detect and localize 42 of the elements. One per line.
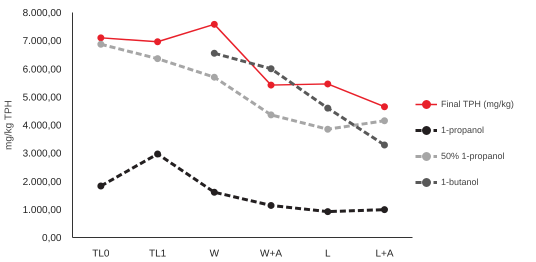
point bbox=[210, 20, 218, 28]
point bbox=[324, 208, 332, 216]
y-tick-label: 4.000,00 bbox=[22, 120, 62, 132]
point bbox=[154, 150, 162, 158]
point bbox=[268, 202, 275, 209]
point bbox=[154, 55, 162, 62]
y-tick-label: 7.000,00 bbox=[22, 36, 62, 48]
point bbox=[97, 40, 104, 48]
point bbox=[97, 182, 104, 190]
x-tick-label: W+A bbox=[260, 248, 282, 260]
y-tick-label: 6.000,00 bbox=[22, 64, 62, 76]
point bbox=[97, 34, 104, 42]
x-tick-label: L+A bbox=[375, 248, 394, 260]
x-tick-label: TL0 bbox=[92, 248, 110, 260]
legend-label: Final TPH (mg/kg) bbox=[441, 99, 514, 109]
y-tick-label: 3.000,00 bbox=[22, 148, 62, 160]
legend-label: 1-propanol bbox=[441, 125, 484, 135]
x-tick-label: W bbox=[210, 248, 220, 260]
point bbox=[380, 117, 388, 124]
x-tick-label: TL1 bbox=[148, 248, 167, 260]
y-tick-label: 8.000,00 bbox=[22, 8, 62, 19]
point bbox=[380, 103, 388, 110]
point bbox=[268, 65, 275, 72]
y-axis-title: mg/kg TPH bbox=[4, 100, 15, 150]
x-tick-label: L bbox=[324, 248, 331, 260]
point bbox=[268, 111, 275, 118]
point bbox=[210, 50, 218, 57]
point bbox=[210, 74, 218, 81]
point bbox=[380, 206, 388, 214]
y-tick-label: 2.000,00 bbox=[22, 176, 62, 188]
point bbox=[324, 126, 332, 133]
point bbox=[268, 82, 275, 89]
y-tick-label: 1.000,00 bbox=[22, 204, 62, 216]
point bbox=[380, 141, 388, 148]
y-tick-label: 5.000,00 bbox=[22, 92, 62, 104]
point bbox=[324, 104, 332, 112]
point bbox=[154, 38, 162, 46]
legend-label: 1-butanol bbox=[441, 177, 479, 187]
point bbox=[210, 188, 218, 196]
y-tick-label: 0,00 bbox=[42, 233, 62, 244]
legend-label: 50% 1-propanol bbox=[441, 151, 505, 161]
point bbox=[324, 80, 332, 88]
